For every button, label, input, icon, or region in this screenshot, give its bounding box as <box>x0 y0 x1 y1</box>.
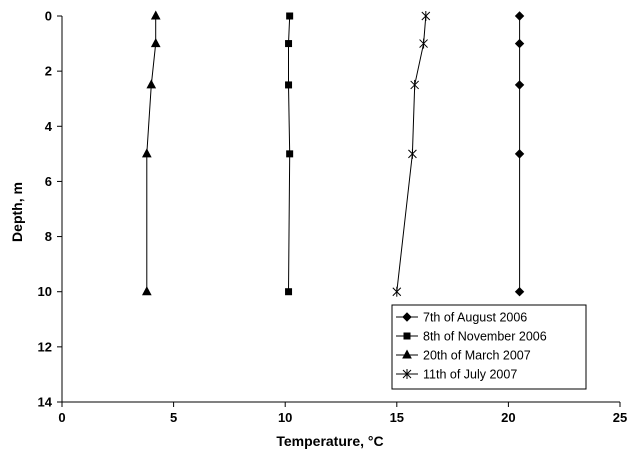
series-square <box>285 12 294 296</box>
data-point <box>285 81 293 89</box>
data-point <box>419 38 428 49</box>
data-point <box>146 79 157 89</box>
legend-box <box>391 304 587 390</box>
data-point <box>514 38 525 49</box>
x-tick-label: 20 <box>501 410 515 425</box>
legend-marker <box>402 349 412 359</box>
data-point <box>141 286 152 296</box>
legend-label: 8th of November 2006 <box>423 330 547 344</box>
data-point <box>285 40 293 48</box>
y-tick-label: 8 <box>45 229 52 244</box>
x-axis-title: Temperature, °C <box>276 433 383 449</box>
y-tick-label: 10 <box>38 284 52 299</box>
data-point <box>150 38 161 48</box>
data-point <box>286 150 294 158</box>
legend-marker <box>403 332 411 340</box>
x-tick-label: 10 <box>278 410 292 425</box>
x-tick-label: 25 <box>613 410 627 425</box>
legend-label: 20th of March 2007 <box>423 349 531 363</box>
y-tick-label: 4 <box>45 119 53 134</box>
y-tick-label: 2 <box>45 64 52 79</box>
x-tick-label: 15 <box>390 410 404 425</box>
data-point <box>514 149 525 159</box>
legend: 7th of August 2006 8th of November 2006 20… <box>391 304 587 390</box>
y-tick-label: 0 <box>45 9 52 24</box>
x-tick-label: 5 <box>170 410 177 425</box>
data-point <box>285 288 293 296</box>
data-point <box>421 11 431 21</box>
legend-label: 7th of August 2006 <box>423 311 527 325</box>
series-diamond <box>514 11 525 297</box>
x-axis-unit: °C <box>368 433 384 449</box>
legend-marker <box>402 312 412 322</box>
data-point <box>514 287 525 297</box>
y-tick-label: 6 <box>45 174 52 189</box>
series-star <box>392 11 431 297</box>
data-point <box>408 148 417 159</box>
y-tick-label: 12 <box>38 339 52 354</box>
y-tick-label: 14 <box>38 395 53 410</box>
axes <box>61 16 620 403</box>
series-triangle <box>141 10 161 296</box>
series-layer <box>141 10 525 297</box>
data-point <box>141 148 152 158</box>
data-point <box>514 80 525 90</box>
legend-item: 7th of August 2006 <box>396 311 527 325</box>
legend-item: 11th of July 2007 <box>396 368 517 382</box>
x-tick-label: 0 <box>58 410 65 425</box>
y-ticks: 0 2 4 6 8 10 12 14 <box>38 9 62 410</box>
data-point <box>150 10 161 20</box>
legend-label: 11th of July 2007 <box>423 368 517 382</box>
legend-marker <box>402 369 412 379</box>
x-ticks: 0 5 10 15 20 25 <box>58 402 627 425</box>
series-line <box>396 15 427 292</box>
legend-item: 8th of November 2006 <box>396 330 547 344</box>
data-point <box>286 12 294 20</box>
legend-item: 20th of March 2007 <box>396 349 531 363</box>
data-point <box>392 286 402 297</box>
y-axis-title: Depth, m <box>9 182 25 242</box>
data-point <box>410 79 420 90</box>
data-point <box>514 11 525 21</box>
